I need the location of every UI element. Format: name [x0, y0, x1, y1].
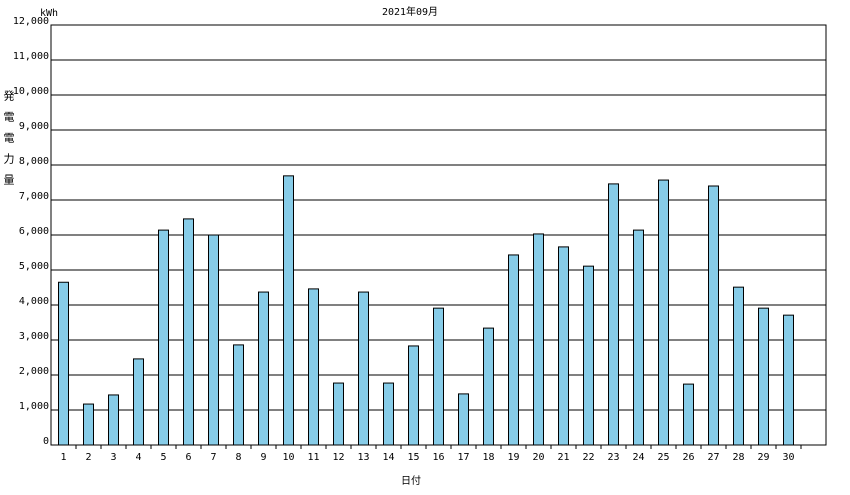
- y-tick-label: 7,000: [19, 191, 49, 202]
- bar: [258, 291, 269, 446]
- x-tick-label: 6: [185, 452, 191, 463]
- x-tick-label: 13: [357, 452, 369, 463]
- x-tick-label: 18: [482, 452, 494, 463]
- x-tick-label: 25: [657, 452, 669, 463]
- bar: [783, 314, 794, 446]
- y-tick-label: 0: [43, 436, 49, 447]
- y-tick-label: 3,000: [19, 331, 49, 342]
- x-tick-label: 24: [632, 452, 644, 463]
- x-tick-label: 2: [85, 452, 91, 463]
- x-tick-label: 30: [782, 452, 794, 463]
- bar: [483, 327, 494, 446]
- x-tick-label: 15: [407, 452, 419, 463]
- x-tick-label: 4: [135, 452, 141, 463]
- bar: [133, 358, 144, 446]
- bar: [508, 254, 519, 446]
- x-tick-label: 14: [382, 452, 394, 463]
- x-tick-label: 22: [582, 452, 594, 463]
- bar: [58, 281, 69, 446]
- bar: [608, 183, 619, 446]
- x-tick-label: 23: [607, 452, 619, 463]
- bar: [558, 246, 569, 446]
- bar: [158, 229, 169, 446]
- x-axis-label: 日付: [401, 474, 421, 487]
- y-tick-label: 11,000: [13, 51, 49, 62]
- x-tick-label: 20: [532, 452, 544, 463]
- bar: [308, 288, 319, 446]
- x-tick-label: 21: [557, 452, 569, 463]
- y-tick-label: 9,000: [19, 121, 49, 132]
- chart-title: 2021年09月: [382, 5, 438, 18]
- x-tick-label: 16: [432, 452, 444, 463]
- bar: [83, 403, 94, 446]
- y-tick-label: 4,000: [19, 296, 49, 307]
- bar: [433, 307, 444, 446]
- y-tick-label: 1,000: [19, 401, 49, 412]
- bar: [658, 179, 669, 446]
- x-tick-label: 28: [732, 452, 744, 463]
- x-tick-label: 7: [210, 452, 216, 463]
- y-axis-label: 発電電力量: [2, 89, 15, 195]
- x-tick-label: 29: [757, 452, 769, 463]
- y-tick-label: 2,000: [19, 366, 49, 377]
- y-tick-label: 12,000: [13, 16, 49, 27]
- y-tick-label: 10,000: [13, 86, 49, 97]
- x-tick-label: 19: [507, 452, 519, 463]
- bar: [108, 394, 119, 446]
- y-unit: kWh: [40, 8, 58, 19]
- bar: [283, 175, 294, 446]
- bar: [458, 393, 469, 446]
- bar: [683, 383, 694, 446]
- x-tick-label: 11: [307, 452, 319, 463]
- x-tick-label: 10: [282, 452, 294, 463]
- bar: [408, 345, 419, 446]
- x-tick-label: 26: [682, 452, 694, 463]
- bar: [233, 344, 244, 446]
- bar: [183, 218, 194, 446]
- bar: [708, 185, 719, 446]
- x-tick-label: 3: [110, 452, 116, 463]
- x-tick-label: 17: [457, 452, 469, 463]
- bar: [758, 307, 769, 446]
- x-tick-label: 9: [260, 452, 266, 463]
- bar: [583, 265, 594, 446]
- bar: [633, 229, 644, 446]
- bar: [208, 234, 219, 446]
- y-tick-label: 5,000: [19, 261, 49, 272]
- x-tick-label: 12: [332, 452, 344, 463]
- x-tick-label: 1: [60, 452, 66, 463]
- y-tick-label: 6,000: [19, 226, 49, 237]
- bar: [333, 382, 344, 446]
- x-tick-label: 8: [235, 452, 241, 463]
- bar: [358, 291, 369, 446]
- x-tick-label: 5: [160, 452, 166, 463]
- y-tick-label: 8,000: [19, 156, 49, 167]
- bar: [533, 233, 544, 446]
- bar: [733, 286, 744, 446]
- x-tick-label: 27: [707, 452, 719, 463]
- bar: [383, 382, 394, 446]
